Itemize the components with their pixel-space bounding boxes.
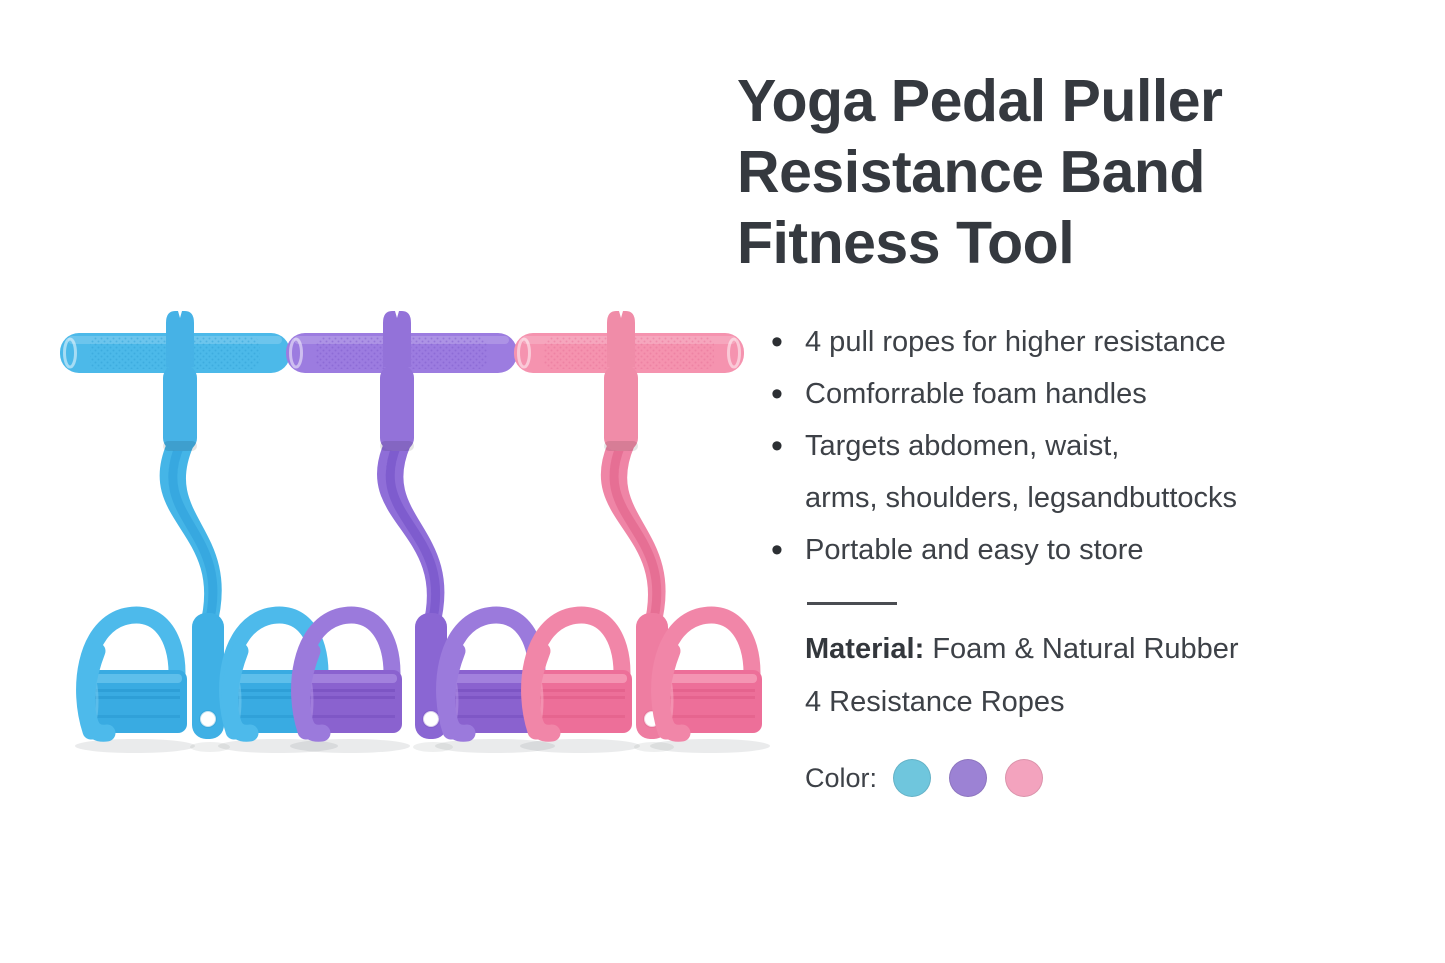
product-unit-purple <box>286 311 555 753</box>
material-value: Foam & Natural Rubber <box>924 633 1239 665</box>
section-divider <box>807 602 897 605</box>
page-title: Yoga Pedal Puller Resistance Band Fitnes… <box>737 68 1223 276</box>
ropes-line: 4 Resistance Ropes <box>805 686 1065 718</box>
product-illustration <box>60 311 770 753</box>
color-swatch-purple[interactable] <box>949 759 988 797</box>
color-swatch-blue[interactable] <box>893 759 932 797</box>
feature-list: 4 pull ropes for higher resistanceComfor… <box>737 316 1237 576</box>
color-swatch-pink[interactable] <box>1005 759 1044 797</box>
feature-item: Comforrable foam handles <box>737 368 1237 420</box>
specs-block: Material: Foam & Natural Rubber 4 Resist… <box>805 623 1239 729</box>
feature-item: Portable and easy to store <box>737 524 1237 576</box>
feature-item: Targets abdomen, waist, arms, shoulders,… <box>737 420 1237 524</box>
color-options-row: Color: <box>805 758 1044 798</box>
feature-item: 4 pull ropes for higher resistance <box>737 316 1237 368</box>
product-info-panel: Yoga Pedal Puller Resistance Band Fitnes… <box>737 66 1337 926</box>
product-unit-pink <box>514 311 770 753</box>
material-label: Material: <box>805 633 925 665</box>
material-line: Material: Foam & Natural Rubber <box>805 623 1239 676</box>
color-label: Color: <box>805 762 878 793</box>
